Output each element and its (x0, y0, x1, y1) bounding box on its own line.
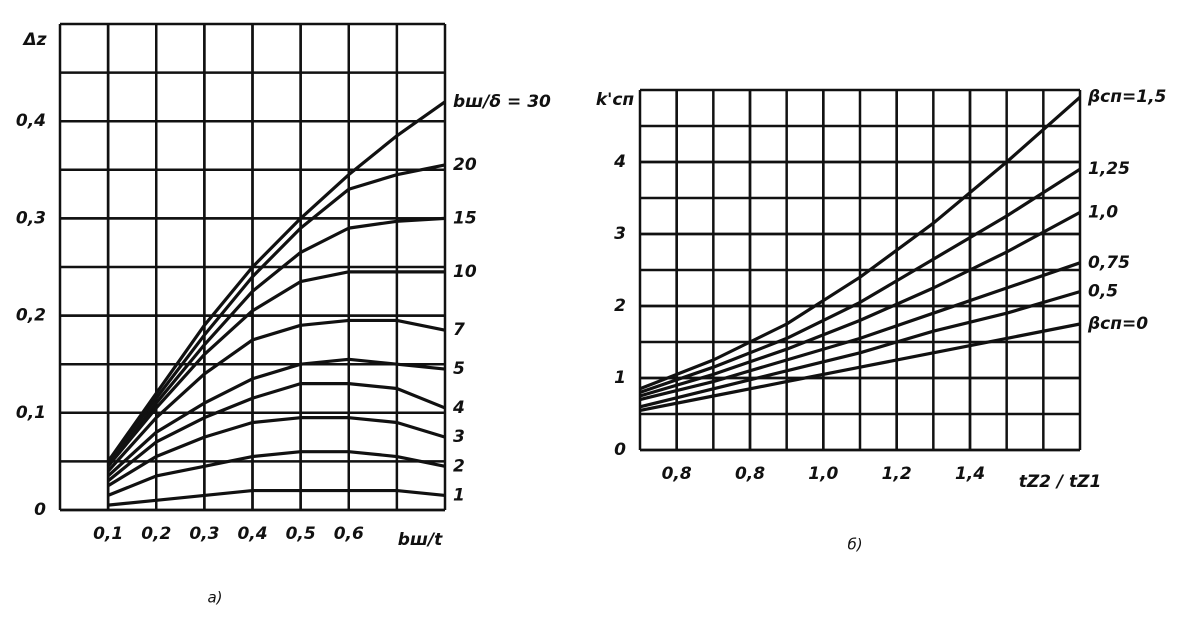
series-label: 4 (452, 398, 465, 418)
y-tick-label: 0,4 (16, 111, 46, 131)
y-tick-label: 4 (613, 152, 626, 172)
series-line (107, 382, 446, 483)
series-line (106, 163, 446, 463)
y-tick-label: 1 (614, 368, 626, 388)
x-tick-label: 1,0 (808, 464, 838, 484)
series-label: 7 (453, 320, 465, 340)
x-tick-label: 0,5 (286, 524, 316, 544)
series-label: 10 (453, 262, 477, 282)
y-tick-label: 0,1 (16, 403, 46, 423)
y-tick-label: 0,2 (16, 306, 46, 326)
x-tick-label: 0,8 (662, 464, 692, 484)
series-line (639, 261, 1081, 402)
series-label: 0,5 (1088, 282, 1118, 302)
x-tick-label: 0,1 (93, 524, 123, 544)
series-label: 15 (453, 208, 477, 228)
series-label: 2 (453, 456, 465, 476)
x-tick-label: 0,6 (334, 524, 364, 544)
x-tick-label: 0,2 (141, 524, 171, 544)
y-tick-label: 0 (34, 500, 46, 520)
series-label: 1 (453, 485, 465, 505)
series-line (106, 318, 446, 473)
x-axis-label: bш/t (398, 530, 443, 550)
series-label: 1,25 (1088, 159, 1130, 179)
x-tick-label: 0,3 (189, 524, 219, 544)
y-axis-label: k'сп (596, 90, 635, 110)
series-label: 0,75 (1088, 253, 1130, 273)
series-label: βсп=0 (1087, 314, 1148, 334)
series-line (639, 167, 1081, 394)
series-line (107, 357, 446, 478)
series-line (107, 488, 446, 507)
y-tick-label: 0,3 (16, 208, 46, 228)
x-tick-label: 1,4 (955, 464, 985, 484)
series-label: βсп=1,5 (1087, 87, 1166, 107)
y-tick-label: 2 (614, 296, 626, 316)
series-label: 20 (453, 155, 477, 175)
series-line (639, 322, 1081, 412)
series-label: 3 (453, 427, 465, 447)
x-tick-label: 0,8 (735, 464, 765, 484)
series-line (106, 270, 445, 468)
series-line (107, 416, 446, 488)
series-label: bш/δ = 30 (453, 92, 551, 112)
series-line (106, 100, 446, 463)
x-tick-label: 1,2 (882, 464, 912, 484)
series-line (639, 210, 1081, 398)
y-tick-label: 0 (614, 440, 626, 460)
series-line (106, 216, 446, 468)
series-label: 1,0 (1088, 202, 1118, 222)
y-tick-label: 3 (614, 224, 626, 244)
y-axis-label: Δz (21, 30, 46, 50)
series-label: 5 (453, 359, 465, 379)
caption: б) (847, 536, 862, 554)
x-axis-label: tZ2 / tZ1 (1019, 472, 1102, 492)
series-line (639, 96, 1082, 391)
series-line (107, 450, 446, 497)
caption: а) (207, 589, 222, 607)
x-tick-label: 0,4 (237, 524, 267, 544)
series-line (639, 290, 1081, 409)
